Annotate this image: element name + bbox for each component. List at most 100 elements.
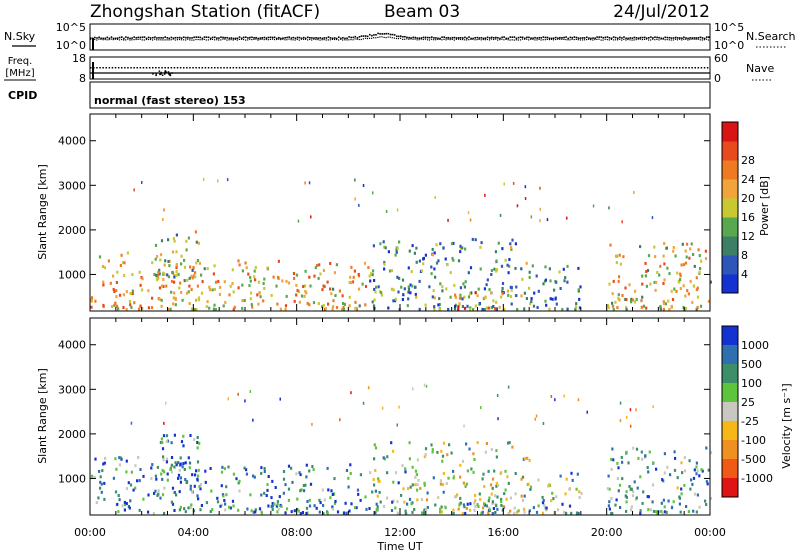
nave-point bbox=[502, 67, 504, 69]
noise-point bbox=[118, 39, 121, 41]
scatter-cell bbox=[192, 509, 196, 513]
scatter-cell bbox=[301, 511, 304, 514]
scatter-cell bbox=[229, 506, 232, 510]
nave-point bbox=[586, 67, 588, 69]
nave-point bbox=[418, 67, 421, 69]
scatter-cell bbox=[696, 306, 699, 310]
scatter-cell bbox=[617, 296, 620, 300]
nave-point bbox=[663, 67, 665, 69]
scatter-cell bbox=[392, 288, 395, 292]
scatter-cell bbox=[431, 448, 434, 452]
scatter-cell bbox=[249, 279, 252, 283]
scatter-cell bbox=[174, 298, 177, 301]
noise-point bbox=[183, 36, 185, 38]
colorbar-tick-label: 16 bbox=[741, 211, 755, 224]
noise-point bbox=[538, 38, 540, 40]
colorbar-tick-label: 100 bbox=[741, 377, 762, 390]
scatter-cell bbox=[614, 503, 617, 507]
scatter-cell bbox=[539, 219, 541, 223]
cpid-panel-frame bbox=[89, 81, 711, 109]
scatter-cell bbox=[481, 477, 484, 481]
scatter-cell bbox=[431, 450, 434, 454]
scatter-cell bbox=[440, 510, 443, 514]
scatter-cell bbox=[136, 479, 139, 483]
noise-point bbox=[137, 38, 139, 40]
scatter-cell bbox=[196, 494, 199, 498]
scatter-cell bbox=[388, 269, 392, 273]
scatter-cell bbox=[172, 296, 175, 300]
scatter-cell bbox=[183, 279, 186, 283]
scatter-cell bbox=[610, 457, 613, 461]
scatter-cell bbox=[156, 278, 159, 282]
nave-point bbox=[161, 74, 164, 76]
scatter-cell bbox=[548, 483, 551, 487]
scatter-cell bbox=[208, 285, 211, 289]
nave-point bbox=[493, 67, 495, 69]
scatter-cell bbox=[209, 467, 212, 470]
scatter-cell bbox=[530, 300, 533, 304]
noise-point bbox=[189, 37, 191, 39]
scatter-cell bbox=[480, 241, 483, 245]
noise-point bbox=[534, 39, 536, 41]
y-tick-label: 3000 bbox=[58, 179, 86, 192]
nave-point bbox=[207, 67, 210, 69]
noise-point bbox=[176, 36, 179, 39]
scatter-cell bbox=[334, 499, 337, 503]
nave-point bbox=[675, 67, 678, 69]
colorbar-segment bbox=[722, 255, 738, 275]
y-tick-label: 1000 bbox=[58, 268, 86, 281]
scatter-cell bbox=[563, 510, 566, 514]
noise-point bbox=[263, 39, 265, 41]
scatter-cell bbox=[669, 473, 672, 477]
scatter-cell bbox=[439, 242, 442, 246]
noise-point bbox=[238, 36, 241, 38]
noise-point bbox=[433, 37, 435, 39]
power-x-axis bbox=[89, 114, 711, 311]
scatter-cell bbox=[407, 266, 410, 270]
scatter-cell bbox=[191, 490, 194, 494]
scatter-cell bbox=[465, 482, 468, 486]
scatter-cell bbox=[190, 274, 193, 278]
scatter-cell bbox=[156, 465, 159, 469]
scatter-cell bbox=[165, 434, 169, 438]
scatter-cell bbox=[147, 510, 150, 514]
scatter-cell bbox=[218, 292, 221, 296]
scatter-cell bbox=[659, 307, 662, 311]
scatter-cell bbox=[491, 486, 494, 490]
scatter-cell bbox=[454, 296, 457, 300]
nave-point bbox=[99, 67, 101, 69]
scatter-cell bbox=[163, 208, 165, 212]
scatter-cell bbox=[404, 470, 407, 474]
scatter-cell bbox=[390, 287, 393, 291]
scatter-cell bbox=[178, 508, 181, 512]
scatter-cell bbox=[575, 511, 579, 515]
scatter-cell bbox=[303, 294, 306, 298]
nave-point bbox=[285, 67, 287, 69]
scatter-cell bbox=[495, 259, 498, 263]
scatter-cell bbox=[501, 508, 504, 512]
noise-point bbox=[247, 39, 249, 41]
noise-point bbox=[160, 37, 162, 39]
nave-point bbox=[229, 67, 231, 69]
scatter-cell bbox=[90, 296, 94, 300]
scatter-cell bbox=[479, 267, 482, 271]
scatter-cell bbox=[232, 504, 235, 508]
scatter-cell bbox=[426, 491, 429, 495]
noise-point bbox=[695, 37, 698, 39]
scatter-cell bbox=[408, 441, 411, 445]
noise-point bbox=[331, 37, 334, 40]
noise-point bbox=[561, 37, 563, 39]
scatter-cell bbox=[482, 506, 485, 510]
noise-point bbox=[104, 37, 107, 40]
nave-point bbox=[505, 67, 507, 69]
noise-point bbox=[121, 38, 123, 41]
scatter-cell bbox=[514, 492, 517, 496]
noise-point bbox=[360, 35, 363, 37]
scatter-cell bbox=[153, 273, 156, 276]
noise-point bbox=[257, 37, 259, 40]
noise-point bbox=[335, 38, 338, 41]
scatter-cell bbox=[431, 247, 434, 251]
scatter-cell bbox=[474, 238, 477, 242]
scatter-cell bbox=[209, 510, 212, 513]
noise-point bbox=[437, 38, 439, 40]
